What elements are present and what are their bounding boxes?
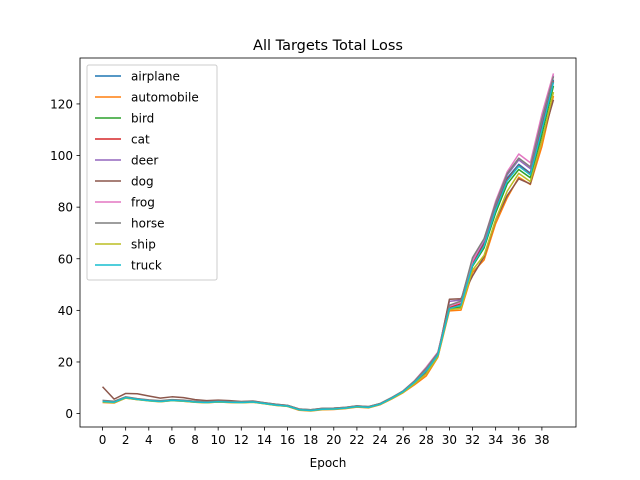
x-tick-label: 36 <box>511 433 526 447</box>
series-layer <box>102 73 555 412</box>
x-tick-label: 22 <box>349 433 364 447</box>
x-axis-label: Epoch <box>310 456 347 470</box>
x-tick-label: 6 <box>168 433 176 447</box>
legend-label-horse: horse <box>131 217 165 231</box>
x-tick-label: 4 <box>145 433 153 447</box>
x-tick-label: 14 <box>257 433 272 447</box>
x-tick-label: 16 <box>280 433 295 447</box>
legend-label-frog: frog <box>131 196 155 210</box>
y-tick-label: 100 <box>50 149 73 163</box>
x-tick-label: 0 <box>99 433 107 447</box>
legend: airplane automobile bird cat deer dog frog hors… <box>86 64 218 281</box>
y-tick-label: 120 <box>50 97 73 111</box>
y-tick-label: 20 <box>58 355 73 369</box>
x-tick-label: 8 <box>191 433 199 447</box>
legend-label-airplane: airplane <box>131 70 180 84</box>
x-tick-label: 12 <box>234 433 249 447</box>
y-axis: 0 20 40 60 80 100 120 <box>50 97 80 421</box>
x-tick-label: 32 <box>465 433 480 447</box>
x-tick-label: 28 <box>419 433 434 447</box>
x-axis: 0 2 4 6 8 10 12 14 16 18 20 22 24 26 28 30 32 34 36 38 <box>99 427 550 447</box>
legend-label-automobile: automobile <box>131 91 199 105</box>
legend-label-dog: dog <box>131 175 154 189</box>
x-tick-label: 30 <box>442 433 457 447</box>
legend-label-deer: deer <box>131 154 158 168</box>
series-line-horse <box>102 76 555 411</box>
y-tick-label: 0 <box>65 407 73 421</box>
chart-title: All Targets Total Loss <box>253 38 403 54</box>
y-tick-label: 80 <box>58 201 73 215</box>
y-tick-label: 40 <box>58 304 73 318</box>
x-tick-label: 24 <box>372 433 387 447</box>
y-tick-label: 60 <box>58 252 73 266</box>
x-tick-label: 10 <box>211 433 226 447</box>
legend-label-ship: ship <box>131 238 156 252</box>
x-tick-label: 18 <box>303 433 318 447</box>
plot-frame <box>79 57 577 428</box>
x-tick-label: 20 <box>326 433 341 447</box>
legend-label-bird: bird <box>131 112 154 126</box>
series-line-truck <box>102 82 555 412</box>
x-tick-label: 2 <box>122 433 130 447</box>
x-tick-label: 38 <box>534 433 549 447</box>
legend-label-cat: cat <box>131 133 150 147</box>
x-tick-label: 34 <box>488 433 503 447</box>
legend-label-truck: truck <box>131 259 162 273</box>
x-tick-label: 26 <box>396 433 411 447</box>
